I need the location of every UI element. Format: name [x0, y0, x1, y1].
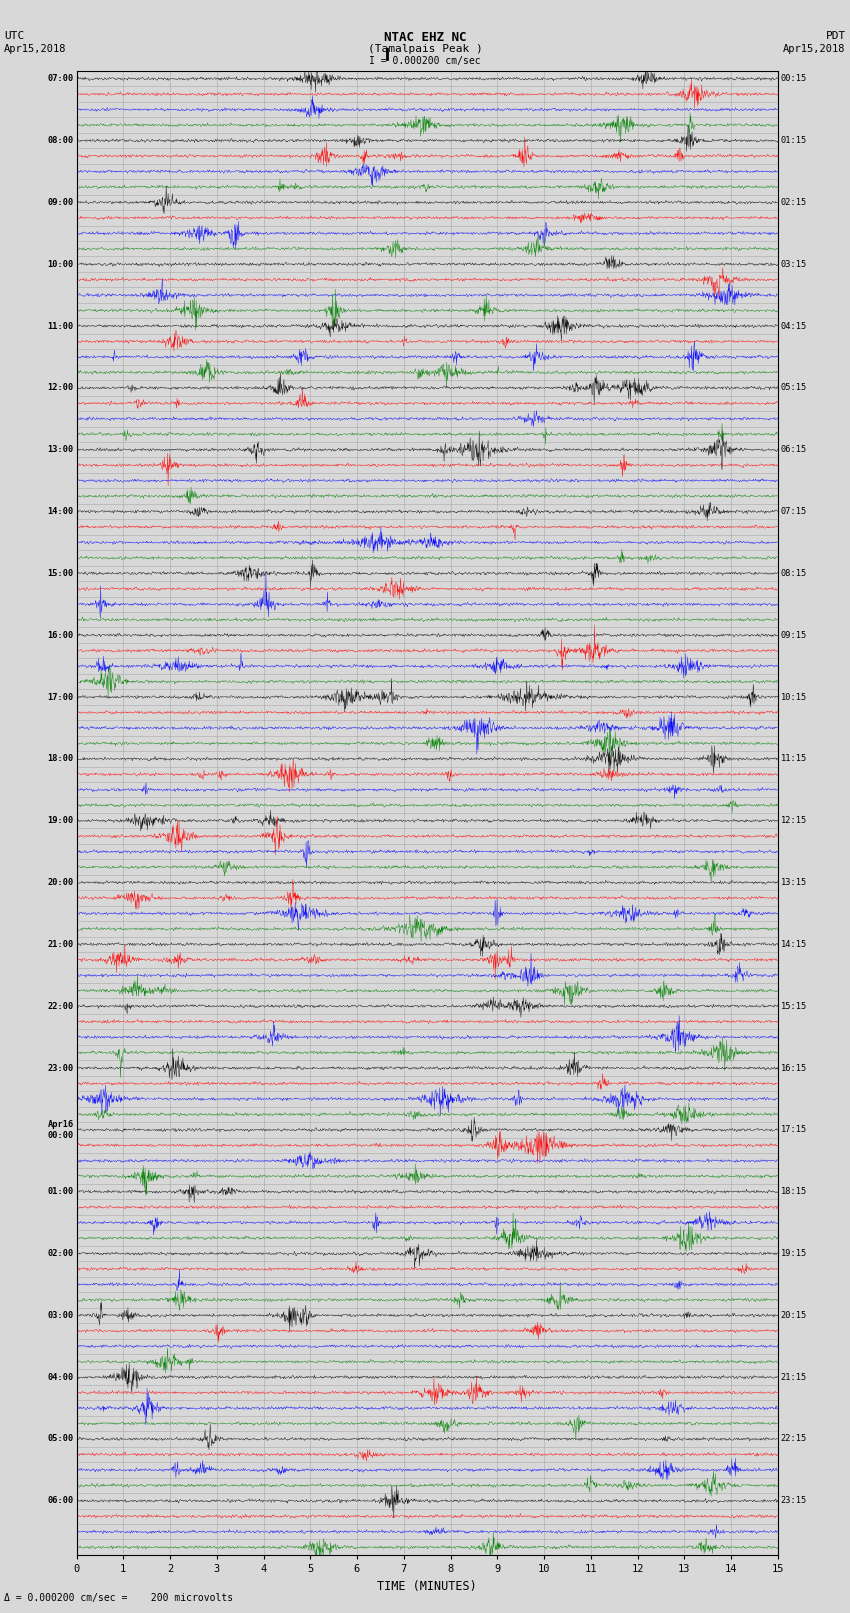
- Text: 01:15: 01:15: [780, 135, 807, 145]
- Text: 22:15: 22:15: [780, 1434, 807, 1444]
- Text: 06:00: 06:00: [48, 1497, 74, 1505]
- Text: 21:00: 21:00: [48, 940, 74, 948]
- Text: 03:00: 03:00: [48, 1311, 74, 1319]
- Text: 18:00: 18:00: [48, 755, 74, 763]
- Text: 14:00: 14:00: [48, 506, 74, 516]
- Text: Δ = 0.000200 cm/sec =    200 microvolts: Δ = 0.000200 cm/sec = 200 microvolts: [4, 1594, 234, 1603]
- Text: 21:15: 21:15: [780, 1373, 807, 1382]
- Text: 22:00: 22:00: [48, 1002, 74, 1011]
- Text: 16:15: 16:15: [780, 1063, 807, 1073]
- Text: 02:00: 02:00: [48, 1248, 74, 1258]
- Text: Apr15,2018: Apr15,2018: [4, 44, 67, 55]
- Text: 14:15: 14:15: [780, 940, 807, 948]
- Text: 11:00: 11:00: [48, 321, 74, 331]
- Text: 12:00: 12:00: [48, 384, 74, 392]
- Text: 11:15: 11:15: [780, 755, 807, 763]
- Text: UTC: UTC: [4, 31, 25, 42]
- Text: 09:15: 09:15: [780, 631, 807, 640]
- Text: 15:00: 15:00: [48, 569, 74, 577]
- Text: 05:15: 05:15: [780, 384, 807, 392]
- Text: I = 0.000200 cm/sec: I = 0.000200 cm/sec: [369, 56, 481, 66]
- Text: 05:00: 05:00: [48, 1434, 74, 1444]
- Text: 20:00: 20:00: [48, 877, 74, 887]
- Text: PDT: PDT: [825, 31, 846, 42]
- Text: 19:15: 19:15: [780, 1248, 807, 1258]
- Text: 04:00: 04:00: [48, 1373, 74, 1382]
- Text: 17:15: 17:15: [780, 1126, 807, 1134]
- Text: (Tamalpais Peak ): (Tamalpais Peak ): [367, 44, 483, 55]
- Text: 00:15: 00:15: [780, 74, 807, 84]
- Text: 04:15: 04:15: [780, 321, 807, 331]
- Text: 02:15: 02:15: [780, 198, 807, 206]
- Text: 06:15: 06:15: [780, 445, 807, 455]
- Text: 18:15: 18:15: [780, 1187, 807, 1197]
- Text: 13:00: 13:00: [48, 445, 74, 455]
- Text: 16:00: 16:00: [48, 631, 74, 640]
- Text: 07:15: 07:15: [780, 506, 807, 516]
- Text: Apr15,2018: Apr15,2018: [783, 44, 846, 55]
- Text: 19:00: 19:00: [48, 816, 74, 826]
- Text: NTAC EHZ NC: NTAC EHZ NC: [383, 31, 467, 45]
- Text: 10:00: 10:00: [48, 260, 74, 269]
- Text: 17:00: 17:00: [48, 692, 74, 702]
- Text: 12:15: 12:15: [780, 816, 807, 826]
- Text: Apr16
00:00: Apr16 00:00: [48, 1119, 74, 1139]
- Text: 03:15: 03:15: [780, 260, 807, 269]
- Text: 13:15: 13:15: [780, 877, 807, 887]
- Text: 09:00: 09:00: [48, 198, 74, 206]
- Text: 08:00: 08:00: [48, 135, 74, 145]
- Text: 15:15: 15:15: [780, 1002, 807, 1011]
- Text: 10:15: 10:15: [780, 692, 807, 702]
- Text: 08:15: 08:15: [780, 569, 807, 577]
- Text: 23:00: 23:00: [48, 1063, 74, 1073]
- X-axis label: TIME (MINUTES): TIME (MINUTES): [377, 1579, 477, 1592]
- Text: 20:15: 20:15: [780, 1311, 807, 1319]
- Text: 01:00: 01:00: [48, 1187, 74, 1197]
- Text: 23:15: 23:15: [780, 1497, 807, 1505]
- Text: 07:00: 07:00: [48, 74, 74, 84]
